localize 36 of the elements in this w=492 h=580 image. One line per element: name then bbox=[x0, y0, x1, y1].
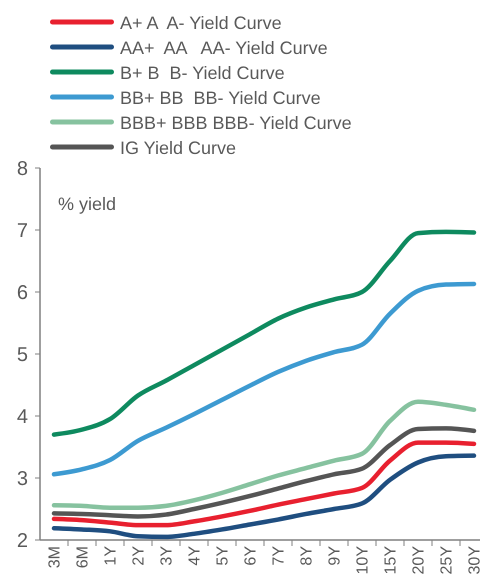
legend-label: B+ B B- Yield Curve bbox=[120, 63, 285, 83]
legend-label: IG Yield Curve bbox=[120, 138, 236, 158]
line-series bbox=[52, 399, 476, 510]
x-tick-label: 8Y bbox=[298, 546, 316, 566]
line-series bbox=[52, 426, 476, 519]
x-tick-label: 4Y bbox=[186, 546, 204, 566]
y-tick-label: 6 bbox=[16, 282, 28, 304]
x-tick-label: 6Y bbox=[242, 546, 260, 566]
x-tick-label: 5Y bbox=[214, 546, 232, 566]
y-tick-label: 3 bbox=[16, 468, 28, 490]
x-tick-label: 25Y bbox=[438, 546, 456, 574]
x-tick-label: 15Y bbox=[382, 546, 400, 574]
x-tick-label: 10Y bbox=[354, 546, 372, 574]
y-tick-label: 8 bbox=[16, 158, 28, 180]
y-tick-label: 5 bbox=[16, 344, 28, 366]
x-tick-label: 20Y bbox=[410, 546, 428, 574]
x-tick-label: 2Y bbox=[130, 546, 148, 566]
line-series bbox=[52, 282, 476, 477]
y-axis-title: % yield bbox=[58, 194, 116, 214]
x-tick-label: 7Y bbox=[270, 546, 288, 566]
y-tick-label: 7 bbox=[16, 220, 28, 242]
x-tick-label: 9Y bbox=[326, 546, 344, 566]
y-tick-label: 2 bbox=[16, 530, 28, 552]
legend-label: A+ A A- Yield Curve bbox=[120, 13, 282, 33]
legend-label: BB+ BB BB- Yield Curve bbox=[120, 88, 321, 108]
x-tick-label: 3M bbox=[46, 546, 64, 568]
x-tick-label: 1Y bbox=[102, 546, 120, 566]
legend-label: BBB+ BBB BBB- Yield Curve bbox=[120, 113, 352, 133]
x-tick-label: 30Y bbox=[466, 546, 484, 574]
line-series bbox=[52, 440, 476, 528]
line-series bbox=[52, 453, 476, 540]
x-tick-label: 3Y bbox=[158, 546, 176, 566]
legend-label: AA+ AA AA- Yield Curve bbox=[120, 38, 328, 58]
y-tick-label: 4 bbox=[16, 406, 28, 428]
line-series bbox=[52, 230, 476, 437]
x-tick-label: 6M bbox=[74, 546, 92, 568]
